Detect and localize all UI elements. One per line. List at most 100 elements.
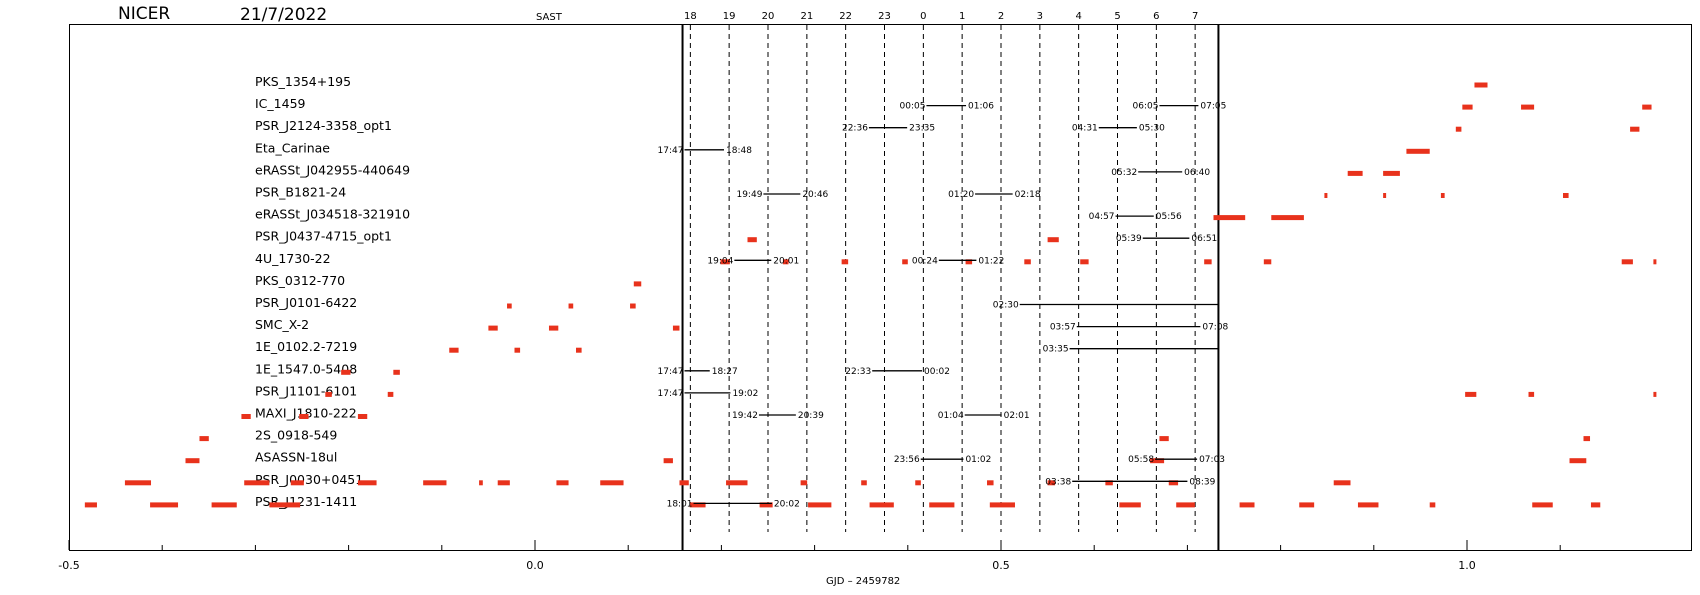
window-start-time: 05:39 — [1116, 234, 1142, 244]
visibility-segment — [1653, 391, 1657, 397]
visibility-segment — [1080, 259, 1089, 265]
target-name: 2S_0918-549 — [255, 428, 337, 443]
visibility-segment — [507, 303, 512, 309]
visibility-segment — [663, 458, 673, 464]
target-name: PSR_J0437-4715_opt1 — [255, 229, 392, 244]
visibility-segment — [989, 502, 1015, 508]
visibility-segment — [211, 502, 237, 508]
visibility-segment — [800, 480, 808, 486]
visibility-segment — [1150, 458, 1165, 464]
visibility-segment — [1474, 82, 1488, 88]
window-start-time: 05:58 — [1128, 455, 1154, 465]
visibility-segment — [679, 480, 689, 486]
visibility-segment — [630, 303, 636, 309]
window-start-time: 01:04 — [938, 411, 964, 421]
visibility-segment — [1532, 502, 1553, 508]
visibility-segment — [556, 480, 569, 486]
visibility-segment — [548, 325, 559, 331]
visibility-segment — [902, 259, 908, 265]
window-end-time: 07:05 — [1200, 102, 1226, 112]
visibility-segment — [1271, 215, 1304, 221]
target-name: PSR_J1101-6101 — [255, 383, 357, 398]
window-start-time: 22:36 — [842, 124, 868, 134]
window-start-time: 17:47 — [658, 389, 684, 399]
visibility-segment — [1440, 193, 1445, 198]
window-start-time: 03:38 — [1045, 477, 1071, 487]
visibility-segment — [1047, 237, 1059, 243]
window-end-time: 19:02 — [732, 389, 758, 399]
window-start-time: 00:05 — [900, 102, 926, 112]
visibility-segment — [1583, 436, 1591, 442]
window-end-time: 20:46 — [802, 190, 828, 200]
visibility-segment — [299, 414, 309, 419]
visibility-segment — [1569, 458, 1587, 464]
visibility-segment — [720, 259, 730, 265]
window-end-time: 18:48 — [726, 146, 752, 156]
window-start-time: 19:42 — [732, 411, 758, 421]
window-end-time: 05:56 — [1156, 212, 1182, 222]
hour-tick-label: 6 — [1153, 11, 1159, 22]
target-name: PKS_1354+195 — [255, 74, 351, 89]
hour-tick-label: 0 — [920, 11, 926, 22]
plot-frame — [69, 24, 1692, 551]
x-axis: -0.5 0.0 0.5 1.0 — [58, 540, 1561, 572]
visibility-segment — [341, 369, 351, 375]
window-end-time: 08:39 — [1189, 477, 1215, 487]
visibility-segment — [915, 480, 921, 486]
visibility-segment — [782, 259, 789, 265]
window-start-time: 00:24 — [912, 256, 938, 266]
hour-tick-label: 5 — [1114, 11, 1120, 22]
hour-tick-label: 22 — [839, 11, 852, 22]
target-name: SMC_X-2 — [255, 317, 309, 332]
visibility-segment — [124, 480, 152, 486]
visibility-segment — [759, 502, 773, 508]
visibility-segment — [393, 369, 400, 375]
visibility-segment — [290, 480, 304, 486]
window-end-time: 01:02 — [965, 455, 991, 465]
visibility-segment — [841, 259, 849, 265]
x-tick-label: 1.0 — [1458, 559, 1476, 572]
visibility-segment — [387, 391, 394, 397]
visibility-segment — [199, 436, 209, 442]
visibility-segment — [244, 480, 270, 486]
window-start-time: 04:31 — [1072, 124, 1098, 134]
visibility-segment — [747, 237, 757, 243]
target-name: 1E_1547.0-5408 — [255, 361, 357, 376]
visibility-segment — [1528, 391, 1535, 397]
visibility-segment — [1653, 259, 1657, 265]
target-name: 4U_1730-22 — [255, 251, 331, 266]
visibility-segment — [269, 502, 301, 508]
target-name: PKS_0312-770 — [255, 273, 345, 288]
window-start-time: 18:01 — [667, 499, 693, 509]
visibility-segment — [423, 480, 447, 486]
visibility-segment — [987, 480, 994, 486]
window-start-time: 01:20 — [948, 190, 974, 200]
visibility-segment — [1263, 259, 1272, 265]
target-labels: PKS_1354+195 IC_1459 PSR_J2124-3358_opt1 Et… — [255, 74, 410, 509]
target-name: IC_1459 — [255, 96, 306, 111]
window-end-time: 20:39 — [798, 411, 824, 421]
visibility-segment — [1590, 502, 1601, 508]
visibility-segment — [726, 480, 748, 486]
window-end-time: 07:03 — [1199, 455, 1225, 465]
visibility-segment — [672, 325, 680, 331]
window-start-time: 19:04 — [707, 256, 733, 266]
visibility-segment — [1204, 259, 1212, 265]
target-name: eRASSt_J042955-440649 — [255, 162, 410, 177]
visibility-segment — [497, 480, 510, 486]
window-end-time: 20:02 — [774, 499, 800, 509]
visibility-segment — [929, 502, 955, 508]
visibility-segment — [1357, 502, 1379, 508]
visibility-segment — [84, 502, 97, 508]
hour-tick-label: 23 — [878, 11, 891, 22]
hour-tick-label: 2 — [998, 11, 1004, 22]
visibility-segment — [633, 281, 642, 287]
visibility-segment — [1333, 480, 1351, 486]
window-end-time: 01:22 — [978, 256, 1004, 266]
x-tick-label: 0.0 — [526, 559, 544, 572]
window-end-time: 00:02 — [924, 367, 950, 377]
visibility-segment — [861, 480, 867, 486]
visibility-segment — [325, 391, 332, 397]
visibility-segment — [449, 347, 459, 353]
